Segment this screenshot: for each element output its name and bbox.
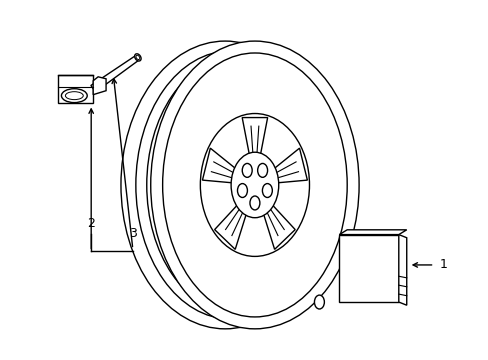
Text: 3: 3 [129, 226, 137, 239]
Polygon shape [59, 75, 93, 103]
Ellipse shape [231, 152, 278, 218]
Text: 1: 1 [439, 258, 447, 271]
Ellipse shape [242, 163, 252, 177]
Ellipse shape [249, 196, 259, 210]
Ellipse shape [262, 184, 272, 198]
Ellipse shape [134, 54, 141, 61]
Ellipse shape [136, 55, 140, 59]
Ellipse shape [146, 59, 319, 311]
Polygon shape [242, 118, 267, 156]
Polygon shape [91, 55, 139, 92]
Polygon shape [339, 235, 398, 302]
Ellipse shape [136, 51, 324, 319]
Polygon shape [214, 204, 246, 249]
Ellipse shape [257, 163, 267, 177]
Polygon shape [263, 204, 295, 249]
Ellipse shape [65, 92, 83, 100]
Polygon shape [339, 230, 406, 235]
Ellipse shape [163, 53, 346, 317]
Ellipse shape [121, 41, 328, 329]
Ellipse shape [61, 89, 87, 103]
Ellipse shape [150, 41, 358, 329]
Polygon shape [398, 235, 406, 305]
Ellipse shape [314, 295, 324, 309]
Ellipse shape [200, 113, 309, 256]
Polygon shape [273, 148, 307, 183]
Ellipse shape [237, 184, 247, 198]
Polygon shape [202, 148, 236, 183]
Polygon shape [93, 77, 106, 95]
Text: 2: 2 [87, 217, 95, 230]
